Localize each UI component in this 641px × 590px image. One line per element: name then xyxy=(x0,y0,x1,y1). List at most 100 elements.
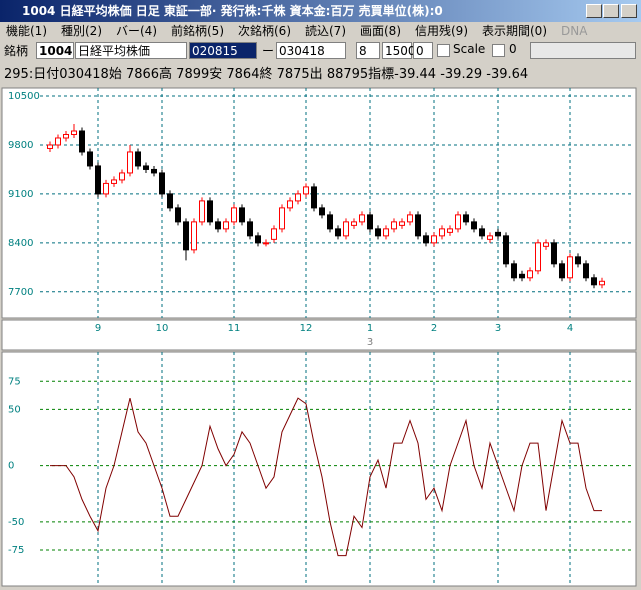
menu-item[interactable]: 機能(1) xyxy=(6,24,47,38)
candle-body xyxy=(327,214,333,230)
candle-body xyxy=(399,221,405,226)
candle-body xyxy=(167,193,173,209)
title: 1004 日経平均株価 日足 東証一部· 発行株:千株 資本金:百万 売買単位(… xyxy=(22,4,443,18)
scale-label: Scale xyxy=(453,42,486,56)
candle-body xyxy=(95,165,101,195)
candle-body xyxy=(199,200,205,223)
candle-body xyxy=(335,228,341,237)
title-bar: 1004 日経平均株価 日足 東証一部· 発行株:千株 資本金:百万 売買単位(… xyxy=(0,0,641,22)
menu-item[interactable]: 信用残(9) xyxy=(415,24,468,38)
candle-body xyxy=(127,151,133,174)
candle-body xyxy=(359,214,365,223)
candle-body xyxy=(487,235,493,240)
x-tick-label: 1 xyxy=(367,323,373,334)
minimize[interactable] xyxy=(586,4,602,18)
candle-body xyxy=(583,263,589,279)
candle-body xyxy=(479,228,485,237)
candle-body xyxy=(223,221,229,230)
candle-body xyxy=(247,221,253,237)
y-tick-label: 0 xyxy=(8,461,14,472)
candle-body xyxy=(103,182,109,195)
candle-body xyxy=(423,235,429,244)
dash: ー xyxy=(262,44,275,58)
candle-body xyxy=(495,231,501,237)
candle-body xyxy=(343,221,349,237)
y-tick-label: 75 xyxy=(8,376,21,387)
candle-body xyxy=(175,207,181,223)
candle-body xyxy=(455,214,461,230)
y-tick-label: 50 xyxy=(8,404,21,415)
candle-body xyxy=(87,151,93,167)
menu-item[interactable]: バー(4) xyxy=(116,24,157,38)
candle-body xyxy=(503,235,509,265)
candle-body xyxy=(111,179,117,184)
close[interactable] xyxy=(621,4,637,18)
stock-name[interactable]: 日経平均株価 xyxy=(75,42,187,59)
candle-body xyxy=(463,214,469,223)
y-tick-label: 9800 xyxy=(8,140,33,151)
menu-item[interactable]: 前銘柄(5) xyxy=(171,24,224,38)
candle-body xyxy=(55,137,61,146)
candle-body xyxy=(239,207,245,223)
candle-body xyxy=(183,221,189,251)
x-tick-label: 3 xyxy=(495,323,501,334)
checkbox[interactable] xyxy=(437,44,450,57)
candle-body xyxy=(71,130,77,135)
candle-body xyxy=(319,207,325,216)
checkbox-2[interactable] xyxy=(492,44,505,57)
candle-body xyxy=(375,228,381,237)
candle-body xyxy=(383,228,389,237)
candle-body xyxy=(591,277,597,286)
candle-body xyxy=(295,193,301,202)
to-date[interactable]: 030418 xyxy=(276,42,346,59)
toolbar-label: 銘柄 xyxy=(4,44,29,58)
menu-item[interactable]: 種別(2) xyxy=(61,24,102,38)
candle-body xyxy=(143,165,149,170)
candle-body xyxy=(303,186,309,195)
slider[interactable] xyxy=(530,42,636,59)
candle-body xyxy=(159,172,165,195)
candle-body xyxy=(63,133,69,139)
menu-item[interactable]: 画面(8) xyxy=(360,24,401,38)
info-line: 295:日付030418始 7866高 7899安 7864終 7875出 88… xyxy=(4,67,529,82)
candle-body xyxy=(47,144,53,149)
field-1[interactable]: 8 xyxy=(356,42,380,59)
price-panel xyxy=(1,87,637,319)
candle-body xyxy=(79,130,85,153)
code[interactable]: 1004 xyxy=(36,42,74,59)
candle-body xyxy=(519,273,525,279)
candle-body xyxy=(447,228,453,233)
candle-body xyxy=(215,221,221,230)
candle-body xyxy=(119,172,125,181)
candle-body xyxy=(391,221,397,230)
from-date[interactable]: 020815 xyxy=(189,42,257,59)
candle-body xyxy=(207,200,213,223)
menu-bar: 機能(1) 種別(2) バー(4) 前銘柄(5) 次銘柄(6) 読込(7) 画面(8) 信用残… xyxy=(0,22,587,40)
candle-body xyxy=(511,263,517,279)
candle-body xyxy=(151,168,157,174)
candle-body xyxy=(415,214,421,237)
candle-body xyxy=(559,263,565,279)
candle-body xyxy=(439,228,445,237)
maximize[interactable] xyxy=(603,4,619,18)
menu-item[interactable]: DNA xyxy=(561,24,588,38)
y-tick-label: 10500 xyxy=(8,91,40,102)
indicator-panel xyxy=(1,351,637,587)
candle-body xyxy=(407,214,413,223)
field-3[interactable]: 0 xyxy=(413,42,433,59)
menu-item[interactable]: 次銘柄(6) xyxy=(238,24,291,38)
candle-body xyxy=(527,270,533,279)
x-tick-label: 11 xyxy=(228,323,241,334)
candle-body xyxy=(271,228,277,240)
menu-item[interactable]: 表示期間(0) xyxy=(482,24,547,38)
field-2[interactable]: 1500 xyxy=(382,42,416,59)
y-tick-label: 7700 xyxy=(8,287,33,298)
x-tick-label: 10 xyxy=(156,323,169,334)
y-tick-label: -75 xyxy=(8,545,24,556)
candle-body xyxy=(287,200,293,209)
y-tick-label: 8400 xyxy=(8,238,33,249)
field-4: 0 xyxy=(509,42,517,56)
menu-item[interactable]: 読込(7) xyxy=(305,24,346,38)
